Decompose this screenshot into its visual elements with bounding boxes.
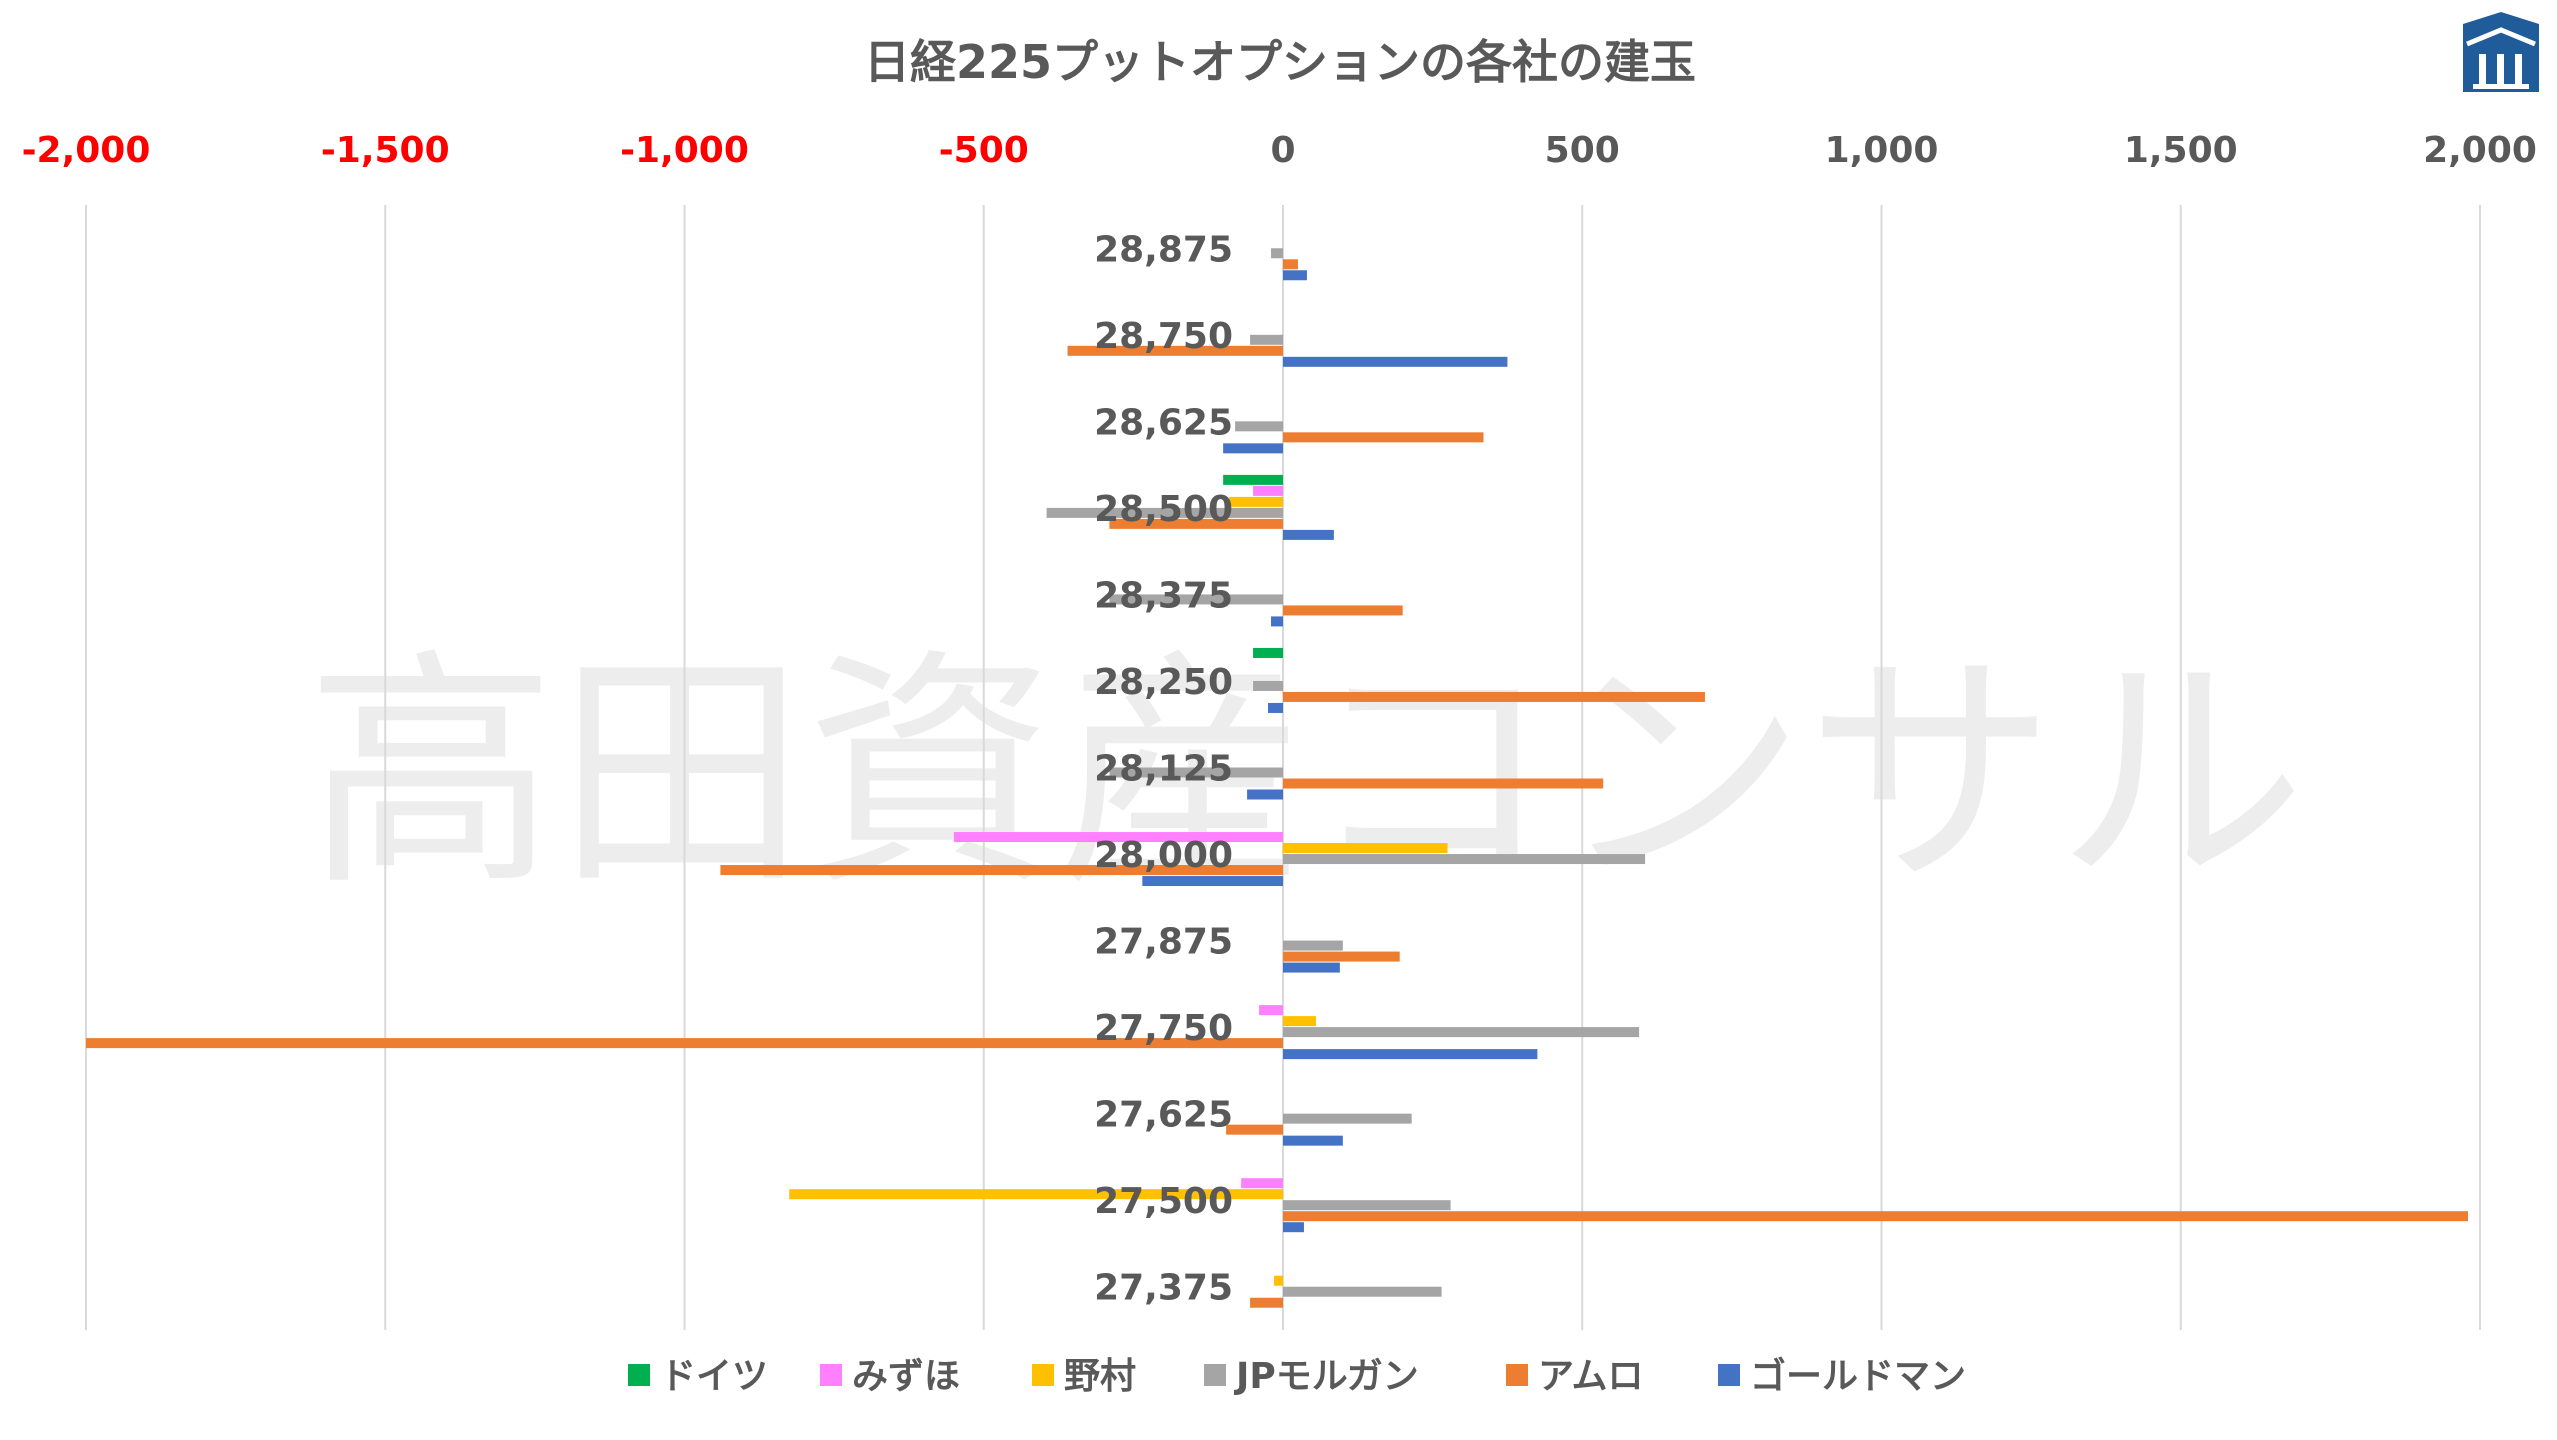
x-tick-label: -500 [939,130,1029,171]
bar-ドイツ-28,500 [1223,474,1283,485]
bar-ゴールドマン-28,750 [1283,356,1508,367]
bar-ゴールドマン-28,000 [1142,876,1283,887]
bar-アムロ-27,375 [1250,1297,1283,1308]
bar-JPモルガン-27,500 [1283,1200,1451,1211]
logo [2463,12,2539,92]
bar-ゴールドマン-27,625 [1283,1135,1343,1146]
legend-label: 野村 [1064,1356,1136,1397]
bar-JPモルガン-28,750 [1250,334,1283,345]
x-tick-label: 1,500 [2124,130,2238,171]
y-category-label: 28,875 [1094,229,1233,270]
bar-みずほ-27,750 [1259,1005,1283,1016]
x-tick-label: -1,000 [620,130,749,171]
bar-ゴールドマン-27,500 [1283,1222,1304,1233]
bar-ゴールドマン-28,875 [1283,270,1307,281]
legend-swatch [1204,1364,1226,1386]
bar-アムロ-28,125 [1283,778,1604,789]
bar-JPモルガン-27,625 [1283,1113,1412,1124]
bar-ゴールドマン-28,500 [1283,529,1334,540]
legend-swatch [1718,1364,1740,1386]
y-category-label: 28,750 [1094,316,1233,357]
bar-ゴールドマン-27,750 [1283,1049,1538,1060]
y-category-label: 28,375 [1094,575,1233,616]
bar-JPモルガン-27,875 [1283,940,1343,951]
bar-野村-28,500 [1229,496,1283,507]
x-tick-label: -2,000 [22,130,151,171]
bar-アムロ-28,375 [1283,605,1403,616]
chart-title: 日経225プットオプションの各社の建玉 [864,35,1696,89]
bar-みずほ-28,500 [1253,485,1283,496]
y-category-label: 28,000 [1094,835,1233,876]
bar-アムロ-28,750 [1067,345,1283,356]
legend-swatch [628,1364,650,1386]
y-category-label: 27,750 [1094,1008,1233,1049]
bar-アムロ-28,000 [720,865,1283,876]
bar-アムロ-28,875 [1283,259,1298,270]
y-category-label: 27,875 [1094,922,1233,963]
bar-野村-27,750 [1283,1016,1316,1027]
y-category-label: 27,500 [1094,1181,1233,1222]
legend-swatch [820,1364,842,1386]
x-axis-ticks: -2,000 -1,500 -1,000 -500 0 500 1,000 1,500 2,00… [22,130,2537,171]
x-tick-label: 1,000 [1825,130,1939,171]
bar-野村-27,500 [789,1189,1283,1200]
bar-JPモルガン-28,625 [1235,421,1283,432]
bar-JPモルガン-27,375 [1283,1286,1442,1297]
bar-アムロ-28,250 [1283,691,1705,702]
bar-アムロ-28,625 [1283,432,1484,443]
x-tick-label: -1,500 [321,130,450,171]
y-axis-labels: 28,875 28,750 28,625 28,500 28,375 28,250 28,1… [1094,229,1233,1308]
y-category-label: 27,375 [1094,1268,1233,1309]
bar-アムロ-27,500 [1283,1211,2469,1222]
bar-JPモルガン-28,125 [1109,767,1283,778]
bar-ゴールドマン-28,375 [1271,616,1283,627]
legend-label: ドイツ [660,1356,768,1397]
bar-JPモルガン-28,000 [1283,854,1646,865]
bar-JPモルガン-28,250 [1253,680,1283,691]
y-category-label: 28,250 [1094,662,1233,703]
bar-JPモルガン-27,750 [1283,1027,1640,1038]
legend-swatch [1506,1364,1528,1386]
bar-ゴールドマン-28,125 [1247,789,1283,800]
bar-野村-28,000 [1283,843,1448,854]
bar-アムロ-27,875 [1283,951,1400,962]
bar-アムロ-27,625 [1226,1124,1283,1135]
legend: ドイツ みずほ 野村 JPモルガン アムロ ゴールドマン [628,1355,1966,1397]
bar-JPモルガン-28,500 [1046,507,1283,518]
x-tick-label: 0 [1270,130,1295,171]
bar-ドイツ-28,250 [1253,647,1283,658]
bar-ゴールドマン-28,250 [1268,702,1283,713]
bar-ゴールドマン-27,875 [1283,962,1340,973]
legend-label: ゴールドマン [1750,1355,1966,1397]
watermark: 高田資産コンサル [306,628,2306,919]
bar-JPモルガン-28,375 [1109,594,1283,605]
y-category-label: 28,625 [1094,402,1233,443]
x-tick-label: 2,000 [2423,130,2537,171]
bar-アムロ-27,750 [86,1038,1283,1049]
y-category-label: 28,125 [1094,749,1233,790]
y-category-label: 28,500 [1094,489,1233,530]
x-tick-label: 500 [1545,130,1620,171]
bar-アムロ-28,500 [1109,518,1283,529]
legend-label: JPモルガン [1233,1356,1419,1397]
bar-ゴールドマン-28,625 [1223,443,1283,454]
legend-label: アムロ [1538,1356,1643,1397]
bar-JPモルガン-28,875 [1271,248,1283,259]
y-category-label: 27,625 [1094,1095,1233,1136]
legend-label: みずほ [852,1356,960,1397]
legend-swatch [1032,1364,1054,1386]
bar-みずほ-28,000 [953,832,1283,843]
bar-みずほ-27,500 [1241,1178,1283,1189]
bar-野村-27,375 [1274,1275,1283,1286]
bars [86,248,2469,1308]
